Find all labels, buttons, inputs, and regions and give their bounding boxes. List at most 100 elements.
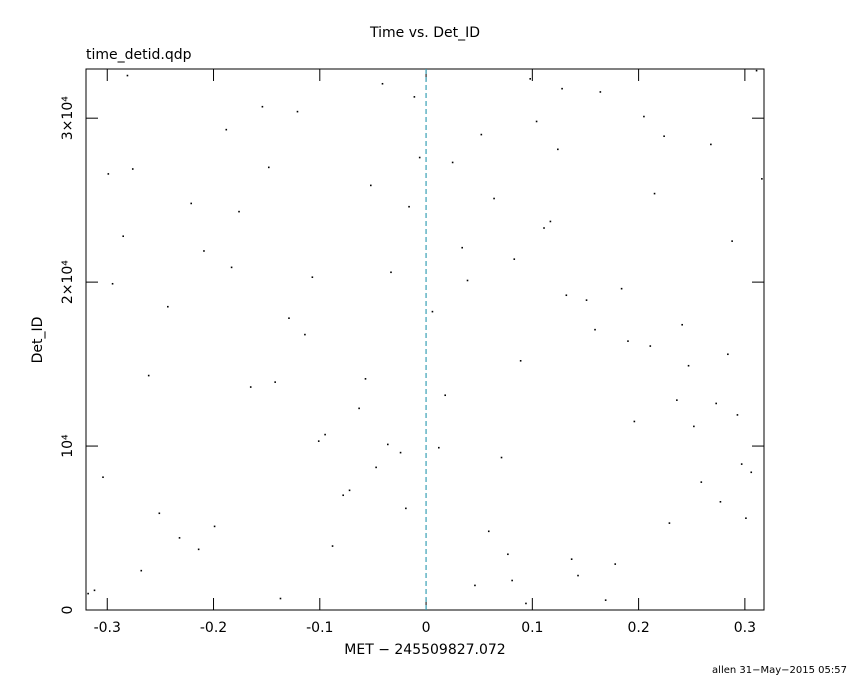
point: [190, 202, 193, 205]
point: [549, 220, 552, 223]
point: [370, 184, 372, 187]
point: [543, 227, 545, 229]
point: [511, 579, 513, 582]
y-tick-label: 10⁴: [60, 434, 76, 458]
footer: allen 31−May−2015 05:57: [712, 665, 847, 676]
point: [342, 494, 344, 497]
point: [408, 205, 410, 208]
point: [358, 407, 360, 410]
point: [745, 517, 747, 519]
point: [681, 323, 683, 326]
point: [399, 451, 402, 454]
point: [261, 105, 264, 108]
point: [466, 279, 469, 282]
x-tick-label: 0: [422, 620, 431, 636]
point: [577, 574, 579, 577]
point: [126, 74, 129, 77]
point: [561, 87, 563, 90]
point: [731, 240, 733, 242]
point: [668, 522, 671, 524]
point: [324, 433, 326, 436]
point: [238, 210, 240, 213]
point: [493, 197, 495, 200]
x-tick-label: 0.3: [734, 620, 756, 636]
x-tick-label: -0.3: [94, 620, 121, 636]
point: [390, 271, 392, 274]
point: [663, 135, 665, 138]
y-tick-label: 2×10⁴: [60, 260, 76, 304]
point: [727, 353, 729, 356]
point: [585, 299, 588, 301]
point: [122, 235, 124, 238]
point: [158, 512, 161, 515]
point: [279, 597, 282, 600]
point: [513, 258, 516, 260]
point: [93, 589, 96, 592]
point: [614, 563, 617, 565]
point: [500, 456, 503, 459]
point: [750, 471, 753, 474]
point: [451, 161, 454, 164]
point: [604, 599, 607, 601]
point: [715, 402, 717, 405]
point: [643, 115, 645, 118]
point: [364, 378, 367, 380]
point: [311, 276, 314, 279]
point: [381, 82, 384, 85]
point: [755, 69, 758, 72]
point: [676, 399, 678, 401]
point: [736, 414, 739, 416]
point: [230, 266, 233, 269]
plot-frame: [85, 68, 765, 611]
point: [418, 156, 421, 159]
point: [331, 545, 334, 547]
point: [535, 120, 538, 123]
point: [147, 374, 150, 377]
point: [627, 340, 629, 342]
chart-subtitle: time_detid.qdp: [86, 47, 192, 63]
point: [557, 148, 559, 151]
point: [761, 178, 763, 180]
point: [107, 173, 110, 175]
point: [480, 133, 483, 136]
point: [565, 294, 568, 297]
point: [693, 425, 695, 428]
point: [438, 446, 440, 449]
point: [594, 328, 596, 331]
point: [633, 420, 636, 423]
point: [405, 507, 407, 510]
point: [348, 489, 351, 492]
point: [620, 287, 623, 290]
point: [249, 386, 252, 388]
point: [178, 537, 181, 539]
point: [431, 310, 434, 313]
x-tick-label: -0.1: [306, 620, 333, 636]
point: [111, 282, 114, 285]
point: [296, 110, 299, 113]
point: [649, 345, 652, 347]
y-tick-label: 0: [60, 606, 76, 615]
point: [413, 96, 416, 98]
point: [197, 548, 200, 551]
point: [87, 592, 89, 595]
point: [225, 128, 228, 131]
point: [102, 476, 104, 479]
point: [375, 466, 377, 469]
point: [167, 305, 169, 308]
point: [570, 558, 573, 560]
point: [710, 143, 712, 146]
point: [203, 250, 205, 252]
point: [653, 192, 656, 195]
x-tick-label: 0.1: [521, 620, 543, 636]
point: [288, 317, 290, 319]
y-axis-label: Det_ID: [30, 317, 46, 364]
point: [131, 168, 134, 170]
point: [529, 78, 532, 80]
point: [687, 364, 690, 367]
point: [213, 525, 216, 528]
point: [317, 440, 320, 442]
point: [387, 443, 389, 446]
point: [487, 530, 490, 533]
point: [525, 602, 527, 605]
